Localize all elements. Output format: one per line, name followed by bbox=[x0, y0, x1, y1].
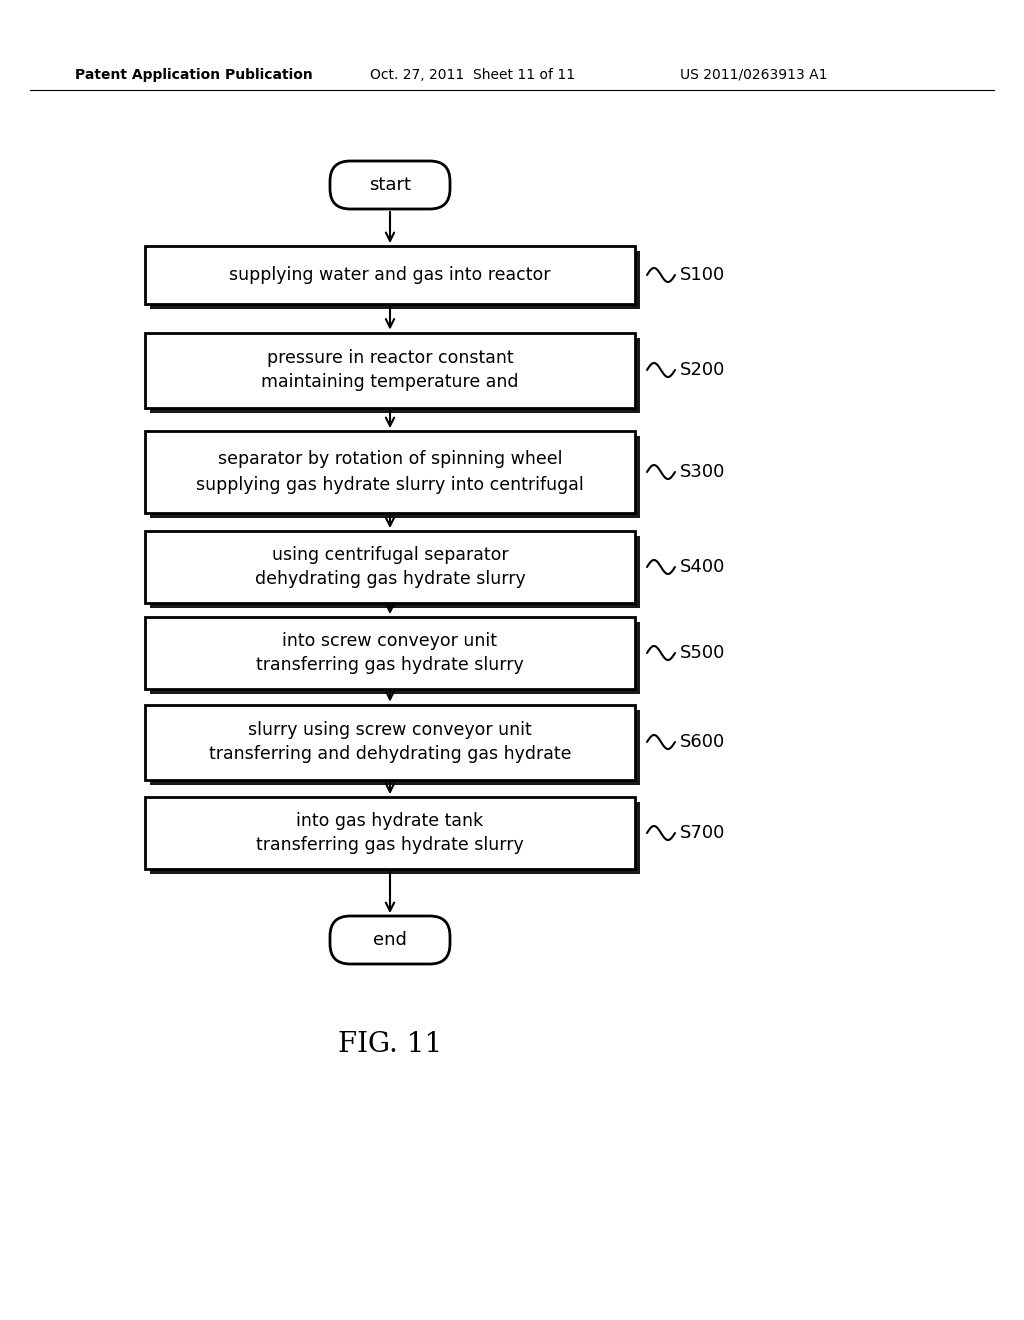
Text: FIG. 11: FIG. 11 bbox=[338, 1031, 442, 1059]
Bar bbox=[145, 246, 635, 304]
Text: S200: S200 bbox=[680, 360, 725, 379]
Text: S500: S500 bbox=[680, 644, 725, 663]
Text: using centrifugal separator: using centrifugal separator bbox=[271, 546, 508, 565]
Text: supplying water and gas into reactor: supplying water and gas into reactor bbox=[229, 267, 551, 284]
Bar bbox=[145, 432, 635, 513]
Text: S600: S600 bbox=[680, 733, 725, 751]
Bar bbox=[145, 333, 635, 408]
Bar bbox=[150, 803, 640, 874]
Text: transferring gas hydrate slurry: transferring gas hydrate slurry bbox=[256, 836, 524, 854]
Text: S700: S700 bbox=[680, 824, 725, 842]
Text: US 2011/0263913 A1: US 2011/0263913 A1 bbox=[680, 69, 827, 82]
Bar bbox=[145, 531, 635, 603]
FancyBboxPatch shape bbox=[330, 916, 450, 964]
Bar bbox=[150, 622, 640, 694]
Text: start: start bbox=[369, 176, 411, 194]
Bar bbox=[145, 616, 635, 689]
Text: Patent Application Publication: Patent Application Publication bbox=[75, 69, 312, 82]
Text: into screw conveyor unit: into screw conveyor unit bbox=[283, 632, 498, 651]
Bar bbox=[150, 536, 640, 609]
Text: transferring gas hydrate slurry: transferring gas hydrate slurry bbox=[256, 656, 524, 673]
Text: supplying gas hydrate slurry into centrifugal: supplying gas hydrate slurry into centri… bbox=[197, 477, 584, 494]
Bar bbox=[150, 338, 640, 412]
Text: separator by rotation of spinning wheel: separator by rotation of spinning wheel bbox=[218, 450, 562, 467]
Bar bbox=[150, 436, 640, 517]
Text: dehydrating gas hydrate slurry: dehydrating gas hydrate slurry bbox=[255, 569, 525, 587]
Bar bbox=[145, 705, 635, 780]
Text: S100: S100 bbox=[680, 267, 725, 284]
Bar bbox=[145, 797, 635, 869]
Text: end: end bbox=[373, 931, 407, 949]
Text: transferring and dehydrating gas hydrate: transferring and dehydrating gas hydrate bbox=[209, 744, 571, 763]
Text: into gas hydrate tank: into gas hydrate tank bbox=[296, 813, 483, 830]
Text: S400: S400 bbox=[680, 558, 725, 576]
FancyBboxPatch shape bbox=[330, 161, 450, 209]
Bar bbox=[150, 251, 640, 309]
Bar bbox=[150, 710, 640, 784]
Text: Oct. 27, 2011  Sheet 11 of 11: Oct. 27, 2011 Sheet 11 of 11 bbox=[370, 69, 575, 82]
Text: maintaining temperature and: maintaining temperature and bbox=[261, 374, 519, 391]
Text: S300: S300 bbox=[680, 463, 725, 480]
Text: pressure in reactor constant: pressure in reactor constant bbox=[266, 348, 513, 367]
Text: slurry using screw conveyor unit: slurry using screw conveyor unit bbox=[248, 721, 531, 739]
